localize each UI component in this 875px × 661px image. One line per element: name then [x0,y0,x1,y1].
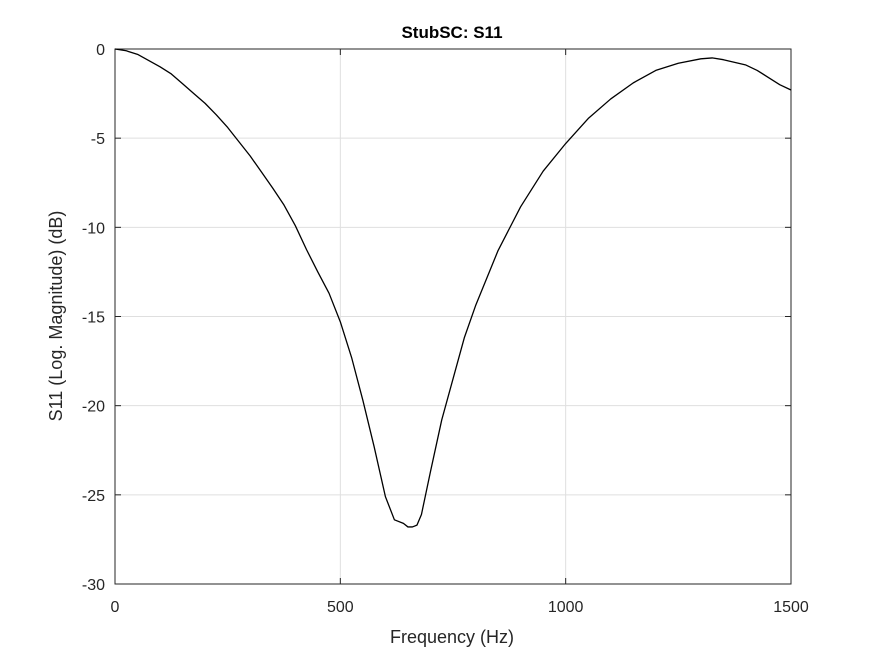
y-tick-label: -10 [82,220,105,237]
x-tick-label: 500 [327,599,354,616]
y-tick-label: -25 [82,488,105,505]
x-tick-label: 1000 [548,599,584,616]
grid-lines [114,48,792,585]
x-tick-label: 0 [111,599,120,616]
x-axis-label: Frequency (Hz) [390,627,514,647]
x-tick-label: 1500 [773,599,809,616]
y-tick-label: -30 [82,577,105,594]
y-tick-label: -15 [82,310,105,327]
s11-series-line [114,48,792,528]
chart-title: StubSC: S11 [401,23,502,42]
y-tick-label: -5 [91,131,105,148]
y-tick-label: 0 [96,42,105,59]
y-axis-label: S11 (Log. Magnitude) (dB) [46,211,66,422]
y-tick-label: -20 [82,399,105,416]
axis-ticks: 0 500 1000 1500 0 -5 -10 -15 -20 -25 -30 [82,42,809,616]
